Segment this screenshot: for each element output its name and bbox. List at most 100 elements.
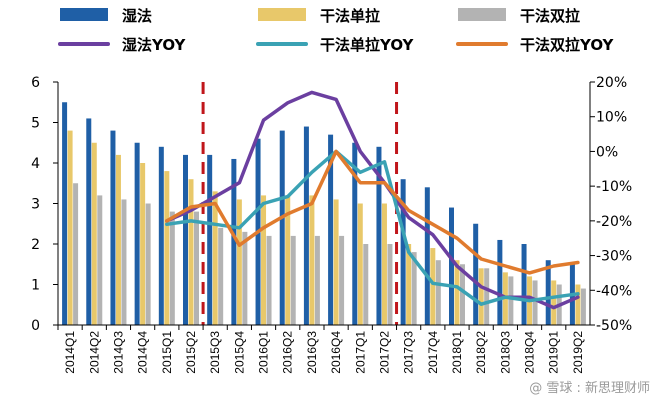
x-tick-label-2017Q1: 2017Q1 <box>353 331 367 374</box>
bar-2-2018Q2 <box>484 268 490 325</box>
bar-2-2016Q3 <box>314 235 320 325</box>
bar-0-2017Q1 <box>352 142 358 325</box>
bar-2-2016Q1 <box>266 235 272 325</box>
x-tick-label-2018Q3: 2018Q3 <box>498 331 512 374</box>
bar-1-2016Q1 <box>261 195 267 325</box>
bar-0-2018Q1 <box>449 207 454 325</box>
bar-1-2016Q2 <box>285 195 291 325</box>
y-left-tick-label-3: 3 <box>31 197 40 213</box>
bar-1-2018Q2 <box>478 268 484 325</box>
bar-1-2017Q3 <box>406 244 412 325</box>
bar-2-2014Q4 <box>145 203 151 325</box>
bar-0-2015Q3 <box>207 154 213 325</box>
bar-0-2014Q3 <box>110 130 116 325</box>
x-tick-label-2019Q1: 2019Q1 <box>547 331 561 374</box>
legend-line-label-2: 干法双拉YOY <box>520 36 615 54</box>
bar-1-2014Q1 <box>67 130 73 325</box>
bar-0-2018Q4 <box>521 244 527 325</box>
y-left-tick-label-6: 6 <box>31 75 40 91</box>
y-right-tick-label-3: -20% <box>596 214 632 230</box>
bar-0-2015Q4 <box>231 158 237 325</box>
legend-label-0: 湿法 <box>122 7 152 25</box>
bar-2-2016Q4 <box>339 235 345 325</box>
bar-0-2019Q1 <box>545 260 551 325</box>
y-right-tick-label-6: 10% <box>596 110 627 126</box>
x-tick-label-2017Q2: 2017Q2 <box>377 331 391 374</box>
x-tick-label-2018Q1: 2018Q1 <box>450 331 464 374</box>
bar-1-2015Q3 <box>212 191 218 325</box>
x-tick-label-2014Q3: 2014Q3 <box>111 331 125 374</box>
y-left-tick-label-2: 2 <box>31 237 40 253</box>
y-left-tick-label-1: 1 <box>31 278 40 294</box>
x-tick-label-2014Q2: 2014Q2 <box>87 331 101 374</box>
bar-1-2015Q2 <box>188 179 194 325</box>
bar-2-2014Q2 <box>97 195 103 325</box>
bar-1-2016Q3 <box>309 195 315 325</box>
bar-2-2019Q2 <box>580 288 586 325</box>
bar-1-2017Q2 <box>381 203 387 325</box>
x-tick-label-2016Q2: 2016Q2 <box>281 331 295 374</box>
line-2 <box>165 149 580 275</box>
bar-2-2017Q3 <box>411 252 417 325</box>
bar-0-2016Q4 <box>328 134 334 325</box>
bar-2-2018Q3 <box>508 276 514 325</box>
bar-2-2017Q1 <box>363 244 369 325</box>
bar-2-2014Q1 <box>73 183 79 325</box>
bar-1-2016Q4 <box>333 199 339 325</box>
bar-2-2018Q1 <box>460 264 465 325</box>
bar-1-2018Q1 <box>454 260 460 325</box>
bar-1-2017Q4 <box>430 248 436 325</box>
y-left-tick-label-4: 4 <box>31 156 40 172</box>
y-left-tick-label-5: 5 <box>31 116 40 132</box>
bar-0-2014Q4 <box>134 142 140 325</box>
bar-2-2015Q2 <box>194 211 199 325</box>
bar-2-2015Q1 <box>169 211 175 325</box>
x-tick-label-2016Q1: 2016Q1 <box>257 331 271 374</box>
bar-0-2015Q2 <box>183 154 188 325</box>
x-tick-label-2015Q4: 2015Q4 <box>232 331 246 374</box>
x-tick-label-2015Q1: 2015Q1 <box>160 331 174 374</box>
x-tick-label-2017Q4: 2017Q4 <box>426 331 440 374</box>
legend-swatch-0 <box>60 8 108 21</box>
legend-label-1: 干法单拉 <box>320 7 380 25</box>
bar-1-2015Q4 <box>236 199 242 325</box>
legend-label-2: 干法双拉 <box>520 7 580 25</box>
plot-area: 0 1 2 3 4 5 6 -50% -40% -30% -20% -10% 0% 10% 20% 2014Q… <box>31 75 632 374</box>
bar-1-2014Q2 <box>91 142 97 325</box>
watermark: @ 雪球 : 新思理财师 <box>529 380 650 396</box>
y-right-tick-label-2: -30% <box>596 249 632 265</box>
bar-1-2019Q2 <box>575 284 581 325</box>
y-left-tick-label-0: 0 <box>31 318 40 334</box>
line-0 <box>165 90 580 310</box>
y-right-tick-label-7: 20% <box>596 75 627 91</box>
bar-2-2015Q4 <box>242 231 248 325</box>
bar-2-2016Q2 <box>290 235 296 325</box>
legend-swatch-1 <box>258 8 306 21</box>
bar-1-2014Q3 <box>115 154 121 325</box>
x-tick-label-2018Q4: 2018Q4 <box>523 331 537 374</box>
bar-2-2017Q4 <box>435 260 441 325</box>
bar-0-2017Q2 <box>376 146 382 325</box>
bar-0-2017Q4 <box>424 187 430 325</box>
bar-0-2017Q3 <box>400 179 406 325</box>
bar-0-2018Q3 <box>497 239 503 325</box>
bar-2-2017Q2 <box>387 244 393 325</box>
x-tick-label-2014Q1: 2014Q1 <box>63 331 77 374</box>
legend-swatch-2 <box>458 8 506 21</box>
x-tick-label-2018Q2: 2018Q2 <box>474 331 488 374</box>
bar-1-2017Q1 <box>357 203 363 325</box>
legend-line-label-0: 湿法YOY <box>122 36 187 54</box>
bar-2-2015Q3 <box>218 227 224 325</box>
bar-1-2015Q1 <box>164 171 170 325</box>
x-tick-label-2015Q2: 2015Q2 <box>184 331 198 374</box>
y-right-tick-label-0: -50% <box>596 318 632 334</box>
legend-line-label-1: 干法单拉YOY <box>320 36 415 54</box>
bar-0-2014Q2 <box>86 118 92 325</box>
bar-1-2014Q4 <box>140 163 146 325</box>
bar-0-2015Q1 <box>158 146 164 325</box>
y-right-tick-label-5: 0% <box>596 144 618 160</box>
x-tick-label-2015Q3: 2015Q3 <box>208 331 222 374</box>
bar-0-2014Q1 <box>62 102 68 325</box>
bar-2-2014Q3 <box>121 199 127 325</box>
